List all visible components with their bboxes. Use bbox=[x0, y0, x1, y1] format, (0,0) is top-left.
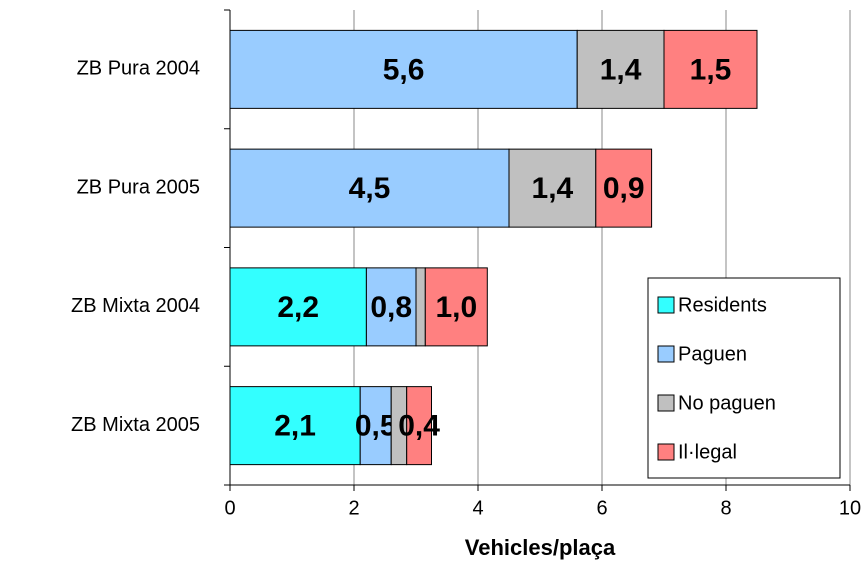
data-label: 0,9 bbox=[603, 172, 645, 205]
data-label: 0,5 bbox=[355, 410, 397, 443]
legend-label: Paguen bbox=[678, 343, 747, 365]
bar-segment bbox=[415, 267, 426, 347]
x-tick-label: 0 bbox=[224, 497, 235, 519]
legend-label: Residents bbox=[678, 294, 767, 316]
data-label: 0,8 bbox=[370, 291, 412, 324]
data-label: 1,4 bbox=[600, 53, 642, 86]
legend-swatch bbox=[657, 394, 675, 412]
x-tick-label: 6 bbox=[596, 497, 607, 519]
bar-segment bbox=[595, 148, 653, 228]
y-tick-label: ZB Pura 2005 bbox=[77, 176, 200, 198]
bar-segment bbox=[229, 386, 361, 466]
legend: Residents Paguen No paguen Il·legal bbox=[647, 277, 841, 479]
legend-label: Il·legal bbox=[678, 441, 737, 463]
x-tick-label: 8 bbox=[720, 497, 731, 519]
bar-segment bbox=[229, 29, 578, 109]
legend-swatch bbox=[657, 443, 675, 461]
data-label: 1,5 bbox=[690, 53, 732, 86]
x-tick-label: 4 bbox=[472, 497, 483, 519]
legend-swatch bbox=[657, 345, 675, 363]
data-label: 1,4 bbox=[532, 172, 574, 205]
data-label: 0,4 bbox=[398, 410, 440, 443]
data-label: 4,5 bbox=[349, 172, 391, 205]
data-label: 5,6 bbox=[383, 53, 425, 86]
data-label: 2,2 bbox=[277, 291, 319, 324]
x-tick-label: 2 bbox=[348, 497, 359, 519]
legend-label: No paguen bbox=[678, 392, 776, 414]
bar-segment bbox=[229, 148, 510, 228]
bar-segment bbox=[663, 29, 758, 109]
bar-segment bbox=[424, 267, 488, 347]
data-label: 1,0 bbox=[435, 291, 477, 324]
legend-box bbox=[647, 277, 841, 479]
bar-segment bbox=[229, 267, 367, 347]
y-tick-label: ZB Mixta 2004 bbox=[71, 295, 200, 317]
y-tick-label: ZB Mixta 2005 bbox=[71, 414, 200, 436]
bar-segment bbox=[576, 29, 665, 109]
x-tick-label: 10 bbox=[839, 497, 861, 519]
y-tick-label: ZB Pura 2004 bbox=[77, 58, 200, 80]
bar-segment bbox=[365, 267, 417, 347]
data-label: 2,1 bbox=[274, 410, 316, 443]
legend-swatch bbox=[657, 296, 675, 314]
x-axis-title: Vehicles/plaça bbox=[465, 535, 616, 560]
bar-segment bbox=[406, 386, 433, 466]
